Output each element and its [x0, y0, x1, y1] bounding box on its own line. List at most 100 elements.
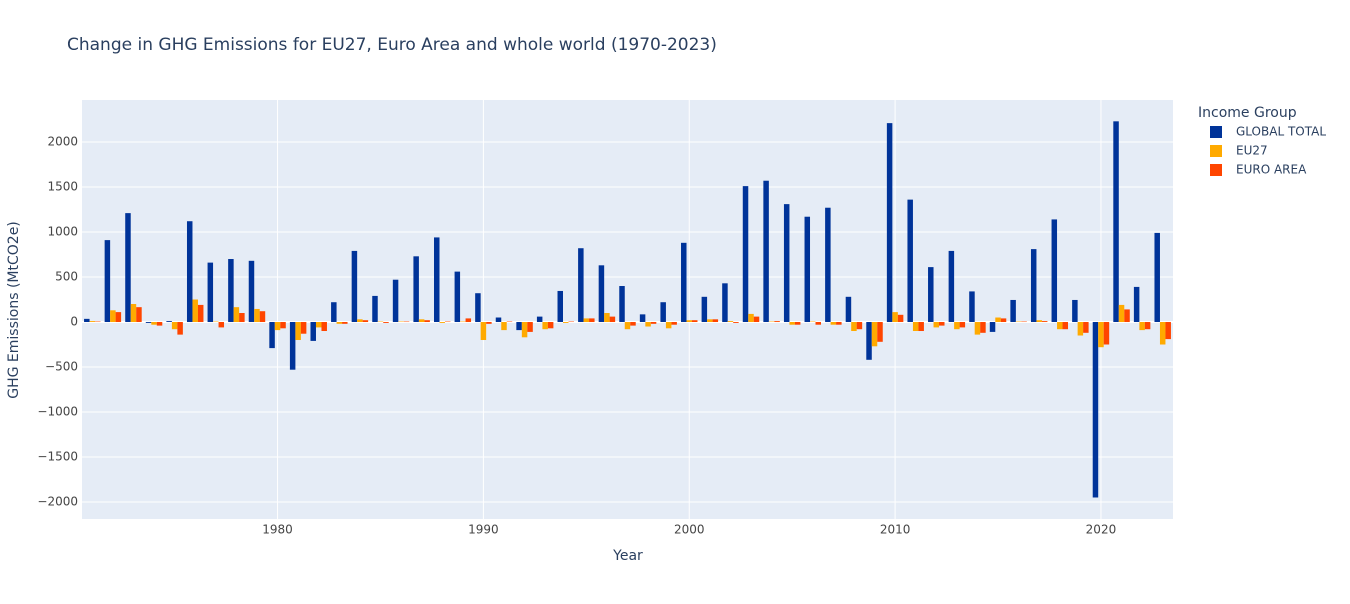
bar — [774, 321, 779, 322]
bar — [898, 315, 903, 322]
bar — [660, 302, 665, 322]
bar — [157, 322, 162, 326]
bar — [995, 318, 1000, 322]
bar — [239, 313, 244, 322]
bar — [754, 317, 759, 322]
bar — [310, 322, 315, 341]
bar — [254, 309, 259, 322]
bar — [563, 322, 568, 323]
bar — [413, 256, 418, 322]
bar — [604, 313, 609, 322]
bar — [1083, 322, 1088, 333]
bar — [1154, 233, 1159, 322]
bar — [316, 322, 321, 327]
bar — [1031, 249, 1036, 322]
bar — [537, 317, 542, 322]
bar — [687, 320, 692, 322]
bar — [424, 320, 429, 322]
bar — [548, 322, 553, 328]
bar — [439, 322, 444, 323]
bar — [584, 318, 589, 322]
bar — [172, 322, 177, 329]
bar — [496, 318, 501, 322]
bar — [321, 322, 326, 331]
y-tick-label: −500 — [45, 360, 78, 374]
x-tick-label: 2020 — [1086, 523, 1117, 537]
y-tick-label: 2000 — [47, 135, 78, 149]
bar — [301, 322, 306, 334]
bar — [475, 293, 480, 322]
bar — [831, 322, 836, 325]
bar — [610, 317, 615, 322]
bar — [645, 322, 650, 326]
bar — [208, 263, 213, 322]
bar — [527, 322, 532, 332]
bar — [589, 318, 594, 322]
bar — [939, 322, 944, 326]
bar — [990, 322, 995, 332]
bar — [748, 314, 753, 322]
bar — [630, 322, 635, 326]
bar — [599, 265, 604, 322]
bar — [707, 319, 712, 322]
bar — [352, 251, 357, 322]
x-axis-title: Year — [612, 548, 643, 564]
x-tick-label: 1980 — [262, 523, 293, 537]
bar — [825, 208, 830, 322]
bar — [1042, 321, 1047, 322]
bar — [728, 321, 733, 322]
bar — [1036, 320, 1041, 322]
bar — [857, 322, 862, 329]
bar — [486, 322, 491, 324]
bar — [1052, 219, 1057, 322]
y-tick-label: 1000 — [47, 225, 78, 239]
bar — [192, 300, 197, 322]
bar — [260, 311, 265, 322]
bar — [836, 322, 841, 325]
y-tick-label: −2000 — [37, 494, 78, 508]
bar — [702, 297, 707, 322]
bar — [954, 322, 959, 329]
bar — [969, 291, 974, 322]
x-tick-label: 1990 — [468, 523, 499, 537]
bar — [110, 310, 115, 322]
bar — [337, 322, 342, 324]
bar — [116, 312, 121, 322]
bar — [722, 283, 727, 322]
bar — [666, 322, 671, 328]
bar — [887, 123, 892, 322]
bar — [934, 322, 939, 327]
bar — [1078, 322, 1083, 335]
bar — [877, 322, 882, 342]
bar — [763, 181, 768, 322]
bar — [269, 322, 274, 348]
bar — [146, 322, 151, 323]
bar — [1098, 322, 1103, 347]
bar — [949, 251, 954, 322]
bar — [1160, 322, 1165, 344]
bar — [90, 321, 95, 322]
bar — [1010, 300, 1015, 322]
bar — [960, 322, 965, 327]
bar — [1104, 322, 1109, 344]
bar — [290, 322, 295, 370]
bar — [805, 217, 810, 322]
bar — [1145, 322, 1150, 329]
bar — [516, 322, 521, 330]
bar — [913, 322, 918, 331]
bar — [1134, 287, 1139, 322]
bar — [671, 322, 676, 325]
bar — [166, 321, 171, 322]
bar — [198, 305, 203, 322]
legend-swatch — [1210, 126, 1222, 138]
bar — [1093, 322, 1098, 497]
y-tick-label: 0 — [70, 315, 78, 329]
y-tick-label: −1500 — [37, 449, 78, 463]
bar — [816, 322, 821, 325]
bar — [419, 319, 424, 322]
bar — [522, 322, 527, 337]
bar — [177, 322, 182, 335]
bar — [846, 297, 851, 322]
legend-title: Income Group — [1198, 105, 1297, 121]
bar — [1139, 322, 1144, 330]
